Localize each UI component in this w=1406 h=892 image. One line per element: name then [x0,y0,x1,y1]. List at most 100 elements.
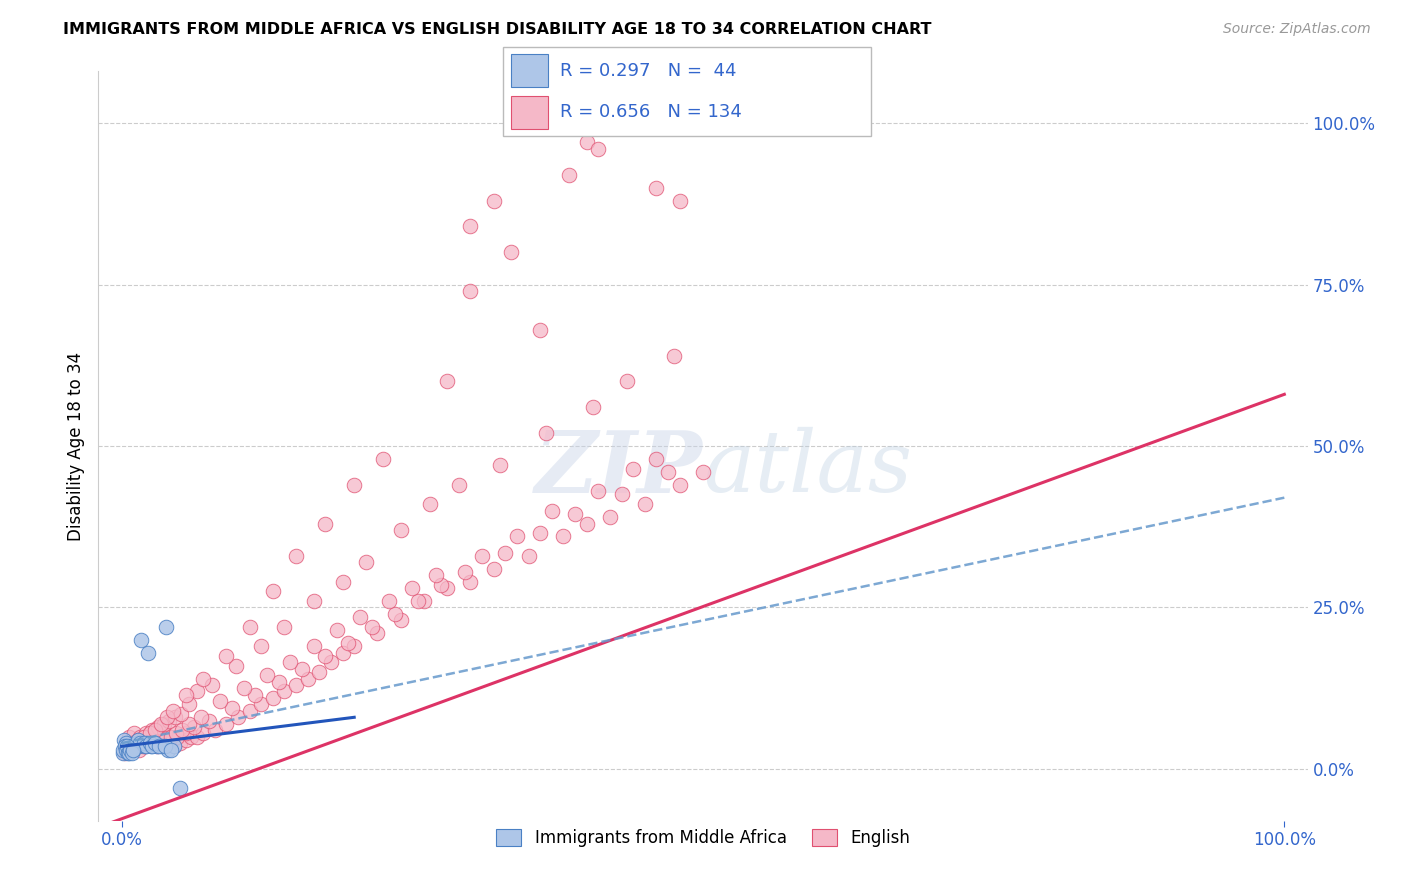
Point [373,451,395,466]
Text: ZIP: ZIP [536,426,703,510]
Point [183,720,205,734]
Point [302,594,325,608]
Point [436,375,458,389]
Point [319,656,342,670]
Bar [510,54,548,87]
Point [120,736,142,750]
Point [616,375,638,389]
Point [308,665,330,679]
Point [564,507,586,521]
Point [529,323,551,337]
Point [117,742,139,756]
Point [221,700,243,714]
Point [588,484,610,499]
Point [138,736,160,750]
Point [135,726,157,740]
Point [291,662,314,676]
Point [157,732,180,747]
Point [114,742,136,756]
Point [245,688,267,702]
Point [215,716,238,731]
Point [131,739,153,754]
Point [138,736,160,750]
Point [501,245,523,260]
Point [581,401,603,415]
Point [114,742,136,756]
Point [662,349,685,363]
Point [115,739,138,754]
Point [599,510,621,524]
Point [114,746,136,760]
Point [267,674,290,689]
Point [120,739,142,754]
Point [121,736,143,750]
Point [148,739,170,754]
Text: R = 0.297   N =  44: R = 0.297 N = 44 [560,62,737,79]
Point [170,707,193,722]
Point [141,723,163,738]
Point [166,730,188,744]
Point [250,639,273,653]
Y-axis label: Disability Age 18 to 34: Disability Age 18 to 34 [66,351,84,541]
Point [332,646,354,660]
Point [165,710,187,724]
Point [163,739,186,754]
Text: Source: ZipAtlas.com: Source: ZipAtlas.com [1223,22,1371,37]
Point [226,710,249,724]
Point [115,739,138,754]
Point [118,739,141,754]
Point [460,219,482,234]
Point [143,736,166,750]
Point [204,723,226,738]
Point [250,698,273,712]
Point [146,720,169,734]
Point [174,688,197,702]
Point [314,648,336,663]
Point [132,736,155,750]
Point [285,549,308,563]
Point [131,736,153,750]
FancyBboxPatch shape [503,47,872,136]
Point [645,451,668,466]
Point [343,477,366,491]
Point [145,723,167,738]
Point [668,194,690,208]
Point [118,746,141,760]
Point [588,142,610,156]
Point [517,549,540,563]
Point [209,694,232,708]
Text: R = 0.656   N = 134: R = 0.656 N = 134 [560,103,742,121]
Point [494,545,516,559]
Point [121,742,143,756]
Point [124,726,146,740]
Point [506,529,529,543]
Point [540,503,562,517]
Point [413,594,436,608]
Point [124,739,146,754]
Point [160,732,183,747]
Point [125,739,148,754]
Point [152,716,174,731]
Point [256,668,278,682]
Point [215,648,238,663]
Point [297,672,319,686]
Point [153,739,176,754]
Point [239,620,262,634]
Point [436,581,458,595]
Point [139,736,162,750]
Point [136,732,159,747]
Point [191,726,214,740]
Point [120,742,142,756]
Point [165,726,187,740]
Point [179,698,201,712]
Point [384,607,406,621]
Point [162,704,184,718]
Point [145,736,167,750]
Point [453,565,475,579]
Point [138,646,160,660]
Point [114,739,136,754]
Bar [510,96,548,129]
Point [128,742,150,756]
Point [157,742,180,756]
Point [127,732,149,747]
